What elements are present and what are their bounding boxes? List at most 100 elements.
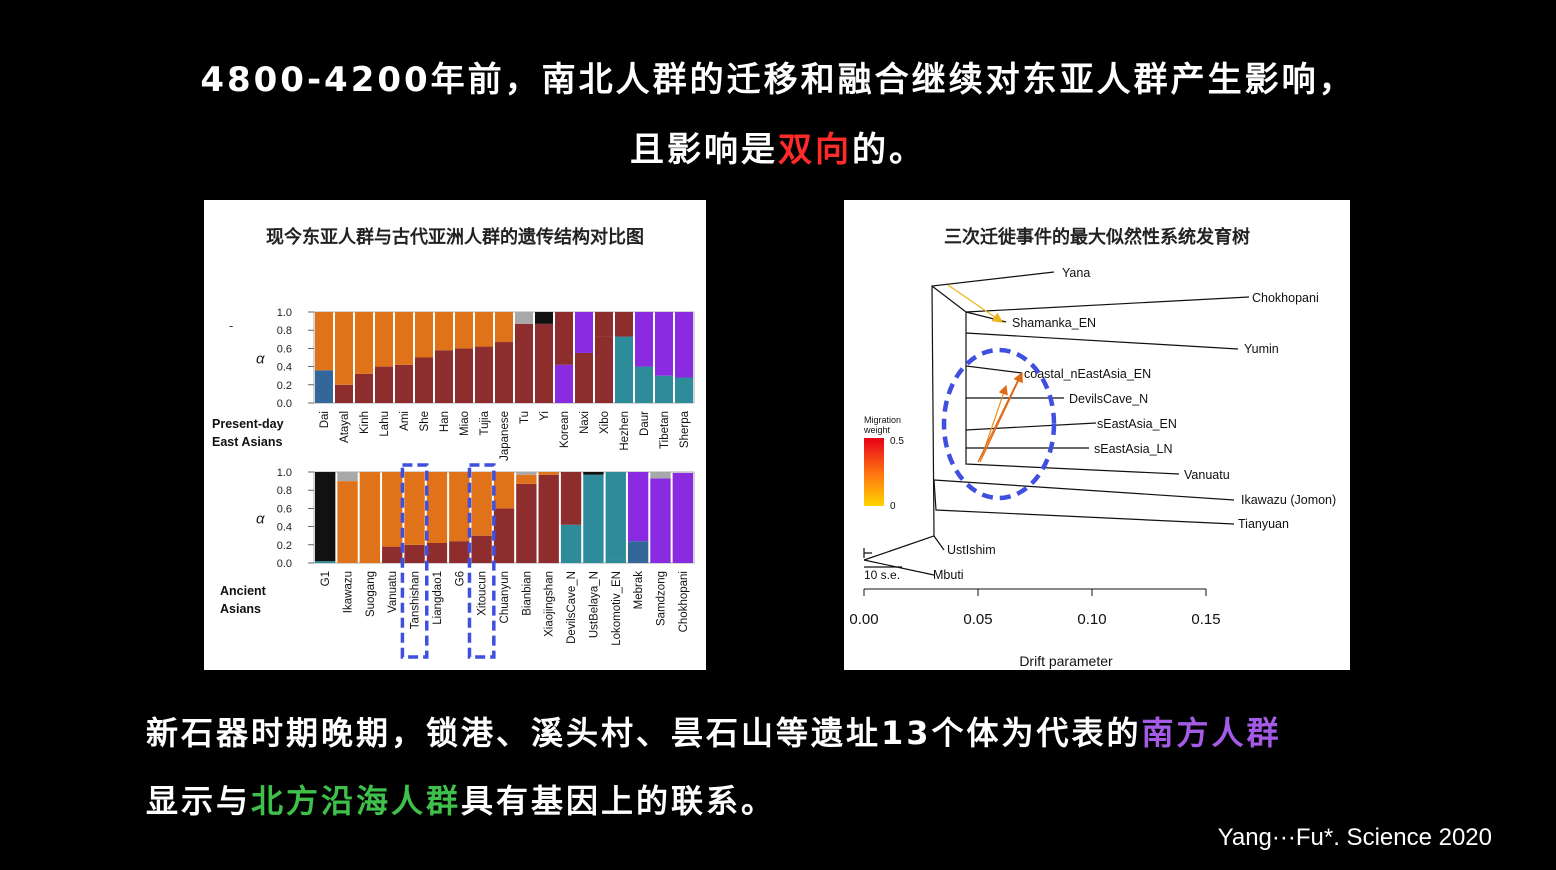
x-tick-label: Naxi	[579, 411, 591, 434]
group-label: East Asians	[212, 435, 282, 449]
migration-arrow-3	[977, 377, 1020, 463]
x-tick-label: Ami	[399, 411, 411, 431]
y-tick-label: 1.0	[277, 307, 292, 319]
x-tick-label: Kinh	[359, 411, 371, 434]
group-label: Present-day	[212, 417, 284, 431]
x-tick-label: Lahu	[379, 411, 391, 437]
bar-segment-Dai	[315, 312, 333, 371]
bar-segment-Ikawazu	[337, 472, 358, 482]
highlight-box-Tanshishan	[400, 463, 429, 659]
bar-segment-Lahu	[375, 366, 393, 403]
bar-segment-Korean	[555, 364, 573, 403]
bar-segment-Ami	[395, 364, 413, 403]
x-tick-label: 0.10	[1077, 611, 1106, 628]
bar-segment-Chuanyun	[493, 508, 515, 563]
bar-segment-Liangdao1	[426, 472, 448, 543]
x-tick-label: Tu	[519, 411, 531, 424]
bar-segment-G6	[449, 541, 470, 563]
x-tick-label: G6	[454, 571, 466, 586]
admixture-chart: 1.0 0.8 0.6 0.4 0.2 0.0 α Dai Atayal Kinh Lahu Ami S…	[212, 307, 695, 659]
bar-segment-Tujia	[475, 312, 493, 347]
x-tick-label: Tujia	[479, 410, 491, 435]
x-tick-label: Samdzong	[655, 571, 667, 626]
x-tick-label: Tibetan	[659, 411, 671, 449]
caption-line2-post: 具有基因上的联系。	[461, 782, 777, 820]
bar-segment-Xibo	[595, 312, 613, 337]
x-tick-label: Vanuatu	[387, 571, 399, 613]
bar-segment-UstBelaya_N	[583, 474, 604, 563]
headline-line1: 4800-4200年前，南北人群的迁移和融合继续对东亚人群产生影响，	[200, 60, 1356, 100]
x-tick-label: Bianbian	[521, 571, 533, 616]
migration-arrow-1	[979, 371, 1023, 463]
bar-segment-Dai	[315, 370, 333, 403]
legend-title: Migration	[864, 415, 901, 425]
x-axis-label: Drift parameter	[1019, 653, 1113, 669]
bar-segment-She	[415, 312, 433, 358]
x-tick-label: Hezhen	[619, 411, 631, 451]
bar-segment-Sherpa	[675, 377, 693, 403]
bar-segment-Naxi	[575, 352, 593, 403]
caption-line1: 新石器时期晚期，锁港、溪头村、昙石山等遗址13个体为代表的南方人群	[146, 708, 1282, 754]
caption-northern-highlight: 北方沿海人群	[251, 782, 462, 820]
x-tick-label: Ikawazu	[343, 571, 355, 613]
scale-label: 10 s.e.	[864, 568, 900, 582]
y-tick-label: 0.4	[277, 522, 292, 534]
bar-segment-Korean	[555, 312, 573, 365]
legend-color-bar	[864, 438, 884, 506]
bar-segment-Tu	[515, 312, 533, 324]
tree-branch-9	[933, 479, 1235, 501]
legend-title: weight	[863, 425, 891, 435]
bar-segment-Xiaojingshan	[538, 472, 559, 475]
bar-segment-Xitoucun	[471, 472, 492, 536]
alpha-label: α	[256, 511, 265, 528]
x-tick-label: Yi	[539, 411, 551, 421]
admixture-panel: 现今东亚人群与古代亚洲人群的遗传结构对比图 1.0 0.8 0.6 0.4 0.2 0.0…	[204, 200, 706, 670]
bar-segment-Miao	[455, 312, 473, 349]
bar-segment-Samdzong	[650, 472, 671, 479]
x-tick-label: Han	[439, 411, 451, 432]
bar-segment-Tu	[515, 323, 533, 403]
bar-segment-Yi	[535, 323, 553, 403]
bar-segment-Lahu	[375, 312, 393, 367]
bar-segment-Kinh	[355, 373, 373, 403]
citation: Yang···Fu*. Science 2020	[1217, 824, 1492, 851]
bar-segment-Japanese	[495, 312, 513, 343]
x-tick-label: Xitoucun	[477, 571, 489, 616]
x-tick-label: Xiaojingshan	[544, 571, 556, 637]
headline-line2-pre: 且影响是	[630, 130, 778, 170]
bar-segment-Vanuatu	[382, 472, 403, 547]
bar-segment-Daur	[635, 312, 653, 367]
bar-segment-Suogang	[359, 472, 381, 563]
x-tick-label: Xibo	[599, 411, 611, 434]
x-tick-label: 0.05	[963, 611, 992, 628]
legend-tick: 0	[890, 501, 896, 512]
x-tick-label: Miao	[459, 411, 471, 436]
tree-branch-7	[965, 430, 1089, 449]
bar-segment-Japanese	[495, 342, 513, 403]
bar-segment-Chuanyun	[493, 472, 515, 509]
y-tick-label: 0.4	[277, 362, 292, 374]
legend-tick: 0.5	[890, 436, 904, 447]
group-label: Ancient	[220, 584, 267, 598]
caption-line2-pre: 显示与	[146, 782, 252, 820]
x-tick-label: UstBelaya_N	[588, 571, 600, 638]
stray-dash: -	[229, 318, 233, 333]
bar-segment-Bianbian	[516, 474, 537, 484]
leaf-label: sEastAsia_EN	[1097, 417, 1177, 431]
alpha-label: α	[256, 351, 265, 368]
y-tick-label: 0.0	[277, 558, 292, 570]
x-tick-label: 0.00	[849, 611, 878, 628]
bar-segment-Tibetan	[655, 312, 673, 376]
headline-line2-post: 的。	[852, 130, 926, 170]
bar-segment-G6	[449, 472, 470, 542]
x-tick-label: Japanese	[499, 411, 511, 461]
caption-southern-highlight: 南方人群	[1141, 714, 1282, 752]
bar-segment-Miao	[455, 348, 473, 403]
leaf-label: coastal_nEastAsia_EN	[1024, 367, 1151, 381]
y-tick-label: 1.0	[277, 467, 292, 479]
leaf-label: Yumin	[1244, 342, 1279, 356]
bar-segment-Hezhen	[615, 312, 633, 337]
x-tick-label: Suogang	[365, 571, 377, 617]
x-tick-label: Korean	[559, 411, 571, 448]
x-tick-label: Lokomotiv_EN	[611, 571, 623, 646]
